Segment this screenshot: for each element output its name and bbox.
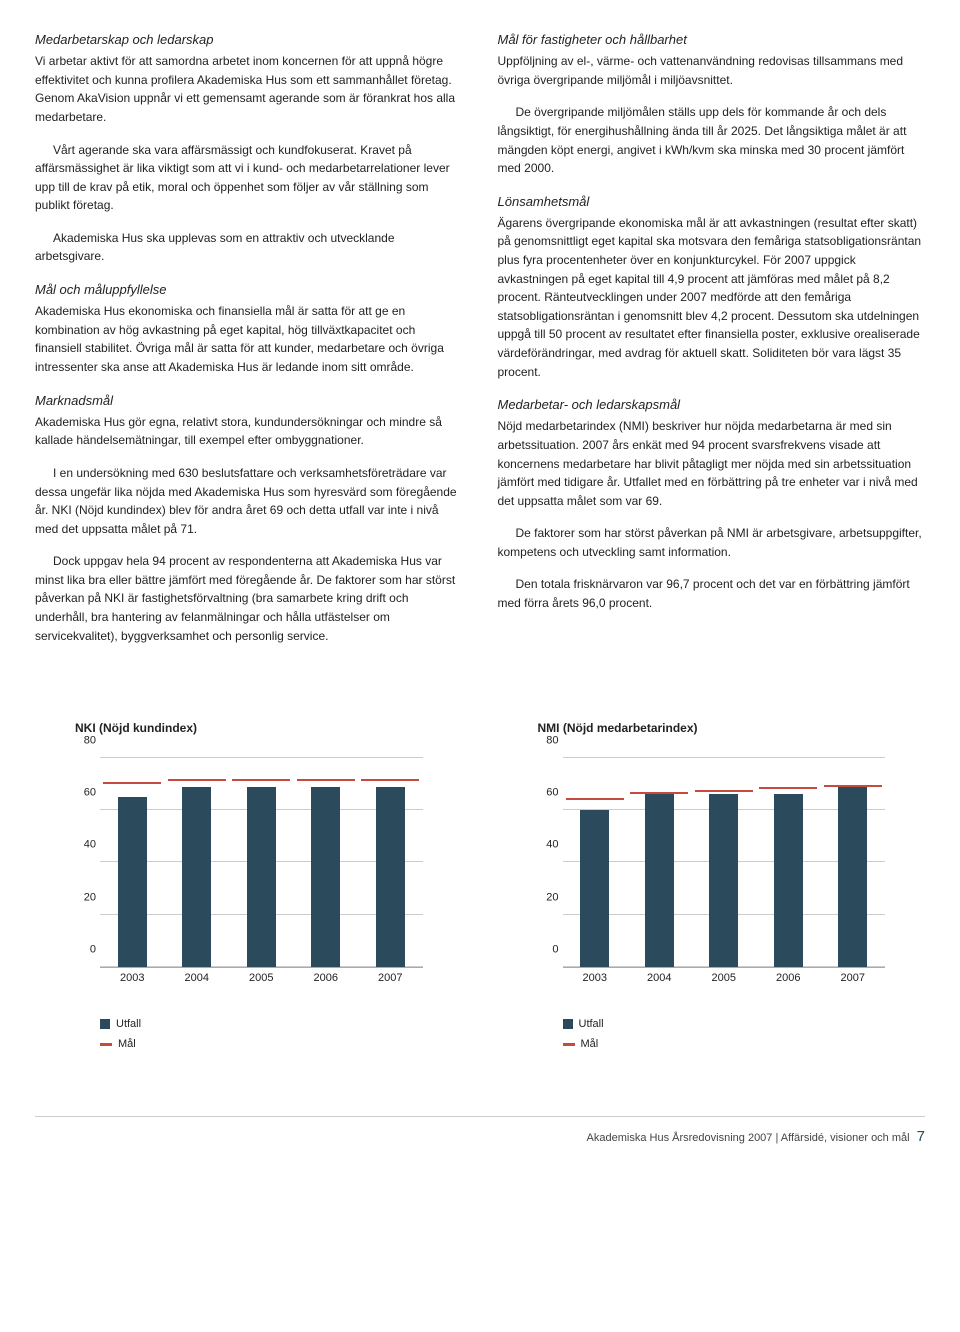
chart-ylabel: 20 [535,889,559,906]
left-column: Medarbetarskap och ledarskap Vi arbetar … [35,30,463,659]
heading-marknadsmal: Marknadsmål [35,391,463,411]
para: Den totala frisknärvaron var 96,7 procen… [498,575,926,612]
chart-bar [838,787,867,967]
heading-medarbetarskap: Medarbetarskap och ledarskap [35,30,463,50]
heading-lonsamhetsmal: Lönsamhetsmål [498,192,926,212]
legend-item-utfall: Utfall [100,1016,463,1033]
legend-swatch-bar [563,1019,573,1029]
heading-mal: Mål och måluppfyllelse [35,280,463,300]
chart-xlabel: 2006 [314,970,338,987]
chart-ylabel: 0 [72,941,96,958]
chart-ylabel: 40 [535,837,559,854]
chart-ylabel: 0 [535,941,559,958]
para: Uppföljning av el-, värme- och vattenanv… [498,52,926,89]
chart-bar [247,787,276,967]
chart-nmi-block: NMI (Nöjd medarbetarindex) 0 20 40 60 80 2003… [498,719,926,1056]
chart-bar [709,794,738,966]
chart-ylabel: 60 [535,785,559,802]
chart-xlabel: 2006 [776,970,800,987]
chart-bar [376,787,405,967]
page-footer: Akademiska Hus Årsredovisning 2007 | Aff… [35,1116,925,1148]
footer-text: Akademiska Hus Årsredovisning 2007 | Aff… [587,1132,910,1144]
chart-nmi: 02040608020032004200520062007 [538,758,886,988]
para: Akademiska Hus gör egna, relativt stora,… [35,413,463,450]
chart-target-line [297,779,355,781]
legend-item-mal: Mål [563,1036,926,1053]
chart-ylabel: 80 [72,732,96,749]
chart-target-line [824,785,882,787]
chart-bar [182,787,211,967]
chart-bar [645,794,674,966]
chart-nmi-title: NMI (Nöjd medarbetarindex) [538,719,926,738]
chart-xlabel: 2004 [647,970,671,987]
chart-xlabel: 2004 [185,970,209,987]
chart-xlabel: 2003 [120,970,144,987]
legend-label: Mål [581,1036,599,1053]
para: Akademiska Hus ska upplevas som en attra… [35,229,463,266]
chart-target-line [695,790,753,792]
chart-ylabel: 60 [72,785,96,802]
chart-bar [774,794,803,966]
para: Nöjd medarbetarindex (NMI) beskriver hur… [498,417,926,510]
chart-nki-title: NKI (Nöjd kundindex) [75,719,463,738]
legend-swatch-bar [100,1019,110,1029]
chart-nmi-legend: Utfall Mål [563,1016,926,1053]
chart-bar [118,797,147,967]
chart-target-line [566,798,624,800]
chart-ylabel: 40 [72,837,96,854]
charts-row: NKI (Nöjd kundindex) 0 20 40 60 80 2003 2004 20… [35,719,925,1056]
right-column: Mål för fastigheter och hållbarhet Uppfö… [498,30,926,659]
chart-target-line [168,779,226,781]
chart-target-line [630,792,688,794]
chart-xlabel: 2007 [841,970,865,987]
legend-label: Utfall [579,1016,604,1033]
para: I en undersökning med 630 beslutsfattare… [35,464,463,538]
legend-label: Mål [118,1036,136,1053]
para: Vi arbetar aktivt för att samordna arbet… [35,52,463,126]
heading-fastigheter: Mål för fastigheter och hållbarhet [498,30,926,50]
chart-xlabel: 2005 [249,970,273,987]
heading-medarbetar-mal: Medarbetar- och ledarskapsmål [498,395,926,415]
para: Ägarens övergripande ekonomiska mål är a… [498,214,926,381]
legend-item-mal: Mål [100,1036,463,1053]
chart-bar [580,810,609,967]
chart-xlabel: 2003 [583,970,607,987]
chart-target-line [361,779,419,781]
legend-swatch-line [563,1043,575,1046]
para: De övergripande miljömålen ställs upp de… [498,103,926,177]
chart-ylabel: 20 [72,889,96,906]
chart-target-line [103,782,161,784]
footer-page-number: 7 [917,1128,925,1145]
chart-nki-legend: Utfall Mål [100,1016,463,1053]
para: De faktorer som har störst påverkan på N… [498,524,926,561]
legend-item-utfall: Utfall [563,1016,926,1033]
para: Dock uppgav hela 94 procent av responden… [35,552,463,645]
chart-nki-block: NKI (Nöjd kundindex) 0 20 40 60 80 2003 2004 20… [35,719,463,1056]
chart-xlabel: 2005 [712,970,736,987]
para: Akademiska Hus ekonomiska och finansiell… [35,302,463,376]
chart-ylabel: 80 [535,732,559,749]
legend-label: Utfall [116,1016,141,1033]
chart-target-line [232,779,290,781]
chart-nki: 02040608020032004200520062007 [75,758,423,988]
two-column-text: Medarbetarskap och ledarskap Vi arbetar … [35,30,925,659]
chart-target-line [759,787,817,789]
chart-xlabel: 2007 [378,970,402,987]
para: Vårt agerande ska vara affärsmässigt och… [35,141,463,215]
legend-swatch-line [100,1043,112,1046]
chart-bar [311,787,340,967]
